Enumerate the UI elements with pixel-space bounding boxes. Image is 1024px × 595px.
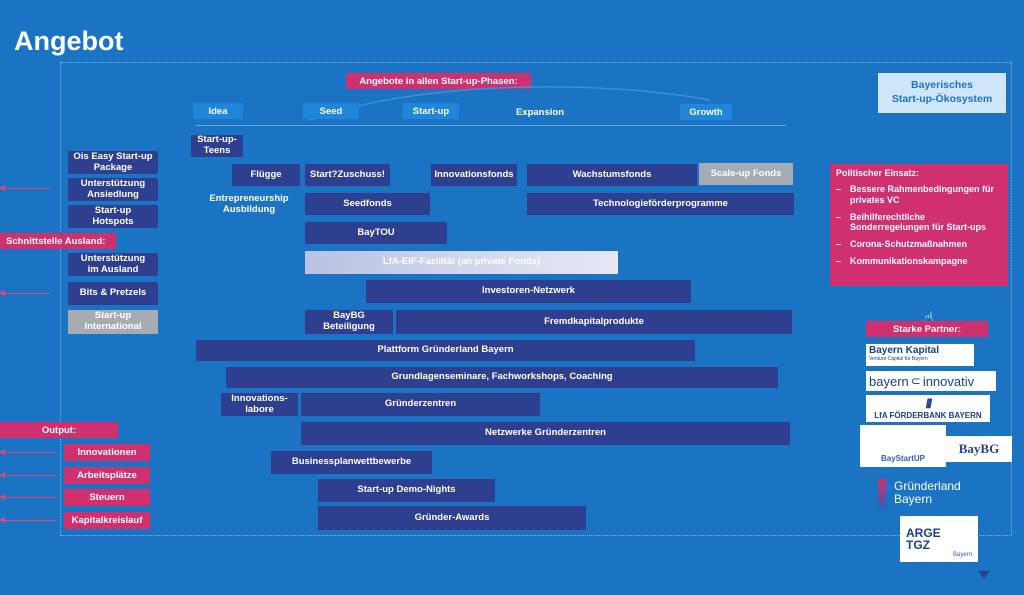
gruenderland-logo: Gründerland Bayern <box>878 476 988 510</box>
politischer-einsatz-panel: Politischer Einsatz: Bessere Rahmenbedin… <box>830 164 1008 286</box>
fremdkapitalprodukte: Fremdkapitalprodukte <box>396 310 792 334</box>
arge-text-c: Bayern <box>952 552 972 558</box>
politik-heading: Politischer Einsatz: <box>836 168 920 178</box>
bits-pretzels: Bits & Pretzels <box>68 282 158 305</box>
page-title: Angebot <box>14 26 124 56</box>
politik-item: Kommunikationskampagne <box>836 256 1002 267</box>
baystartup-text: BayStartUP <box>880 454 925 463</box>
businessplanwettbewerbe: Businessplanwettbewerbe <box>271 451 432 474</box>
baybg-beteiligung: BayBG Beteiligung <box>305 310 393 334</box>
baybg-logo: BayBG <box>946 436 1012 462</box>
bayern-innovativ-b: innovativ <box>922 373 975 389</box>
phases-header: Angebote in allen Start-up-Phasen: <box>346 73 531 89</box>
baytou: BayTOU <box>305 222 447 244</box>
seedfonds: Seedfonds <box>305 193 430 215</box>
baystartup-logo: BayStartUP <box>860 425 946 467</box>
output-label: Output: <box>0 422 118 438</box>
arrow-output-2 <box>0 472 56 478</box>
investoren-netzwerk: Investoren-Netzwerk <box>366 280 691 303</box>
output-innovationen: Innovationen <box>64 444 150 461</box>
innovationsfonds: Innovationsfonds <box>431 164 517 186</box>
phase-seed: Seed <box>303 103 359 119</box>
wachstumsfonds: Wachstumsfonds <box>527 164 697 186</box>
bayern-innovativ-icon: ⊂ <box>910 374 921 388</box>
lfa-eif-fazilitaet: LfA-EIF-Fazilität (an private Fonds) <box>305 251 618 274</box>
politik-item: Beihilferechtliche Sonderregelungen für … <box>836 212 1002 234</box>
fluegge: Flügge <box>232 164 300 186</box>
phase-expansion: Expansion <box>515 106 565 118</box>
start-zuschuss: Start?Zuschuss! <box>305 164 390 186</box>
grundlagenseminare: Grundlagenseminare, Fachworkshops, Coach… <box>226 367 778 388</box>
politik-item: Bessere Rahmenbedingungen für privates V… <box>836 184 1002 206</box>
diagram-frame <box>60 62 1012 536</box>
gruenderzentren: Gründerzentren <box>301 393 540 416</box>
lfa-foerderbank-logo: /// LfA FÖRDERBANK BAYERN <box>866 395 990 422</box>
lfa-text: LfA FÖRDERBANK BAYERN <box>874 411 982 420</box>
gruenderland-text-a: Gründerland <box>894 479 961 494</box>
startup-demo-nights: Start-up Demo-Nights <box>318 479 495 502</box>
unterstuetzung-ansiedlung: Unterstützung Ansiedlung <box>68 178 158 201</box>
output-steuern: Steuern <box>64 489 150 506</box>
innovationslabore: Innovations- labore <box>221 393 298 416</box>
arrow-output-4 <box>0 517 56 523</box>
bayern-innovativ-a: bayern <box>869 373 909 389</box>
unterstuetzung-ausland: Unterstützung im Ausland <box>68 253 158 276</box>
bayern-kapital-text: Bayern Kapital <box>869 345 940 356</box>
phase-idea: Idea <box>193 103 243 119</box>
scaleup-fonds: Scale-up Fonds <box>699 163 793 185</box>
schnittstelle-ausland-label: Schnittstelle Ausland: <box>0 233 116 249</box>
bayern-innovativ-logo: bayern ⊂ innovativ <box>866 371 996 391</box>
output-kapitalkreislauf: Kapitalkreislauf <box>64 512 150 529</box>
netzwerke-gruenderzentren: Netzwerke Gründerzentren <box>301 422 790 445</box>
partners-heading: Starke Partner: <box>866 321 988 337</box>
bayern-kapital-logo: Bayern Kapital Venture Capital für Bayer… <box>866 344 974 366</box>
lfa-mark-icon: /// <box>925 396 933 411</box>
entrepreneurship-ausbildung: Entrepreneurship Ausbildung <box>209 193 289 215</box>
phase-growth: Growth <box>680 104 732 120</box>
technologiefoerderprogramme: Technologieförderprogramme <box>527 193 794 215</box>
arge-text-b: TGZ <box>906 538 930 552</box>
gruenderland-text-b: Bayern <box>894 492 933 506</box>
phase-divider <box>196 125 786 126</box>
gruenderland-mark-icon <box>878 479 886 507</box>
arrow-left-1 <box>0 185 50 191</box>
next-slide-triangle-icon[interactable] <box>978 571 990 579</box>
bayern-kapital-sub: Venture Capital für Bayern <box>869 356 928 362</box>
ecosystem-label: Bayerisches Start-up-Ökosystem <box>878 73 1006 113</box>
plattform-gruenderland: Plattform Gründerland Bayern <box>196 340 695 361</box>
hand-cursor-icon: ☝ <box>924 310 934 327</box>
startup-teens: Start-up- Teens <box>191 134 243 157</box>
startup-hotspots: Start-up Hotspots <box>68 205 158 228</box>
arrow-left-2 <box>0 290 50 296</box>
phase-startup: Start-up <box>403 103 459 119</box>
startup-international: Start-up International <box>68 310 158 334</box>
arrow-output-1 <box>0 449 56 455</box>
arge-tgz-logo: ARGE TGZ Bayern <box>900 516 978 562</box>
arge-text-a: ARGE <box>906 526 941 540</box>
output-arbeitsplaetze: Arbeitsplätze <box>64 467 150 484</box>
arrow-output-3 <box>0 494 56 500</box>
ois-easy-package: Ois Easy Start-up Package <box>68 151 158 174</box>
politik-item: Corona-Schutzmaßnahmen <box>836 239 1002 250</box>
gruender-awards: Gründer-Awards <box>318 506 586 530</box>
